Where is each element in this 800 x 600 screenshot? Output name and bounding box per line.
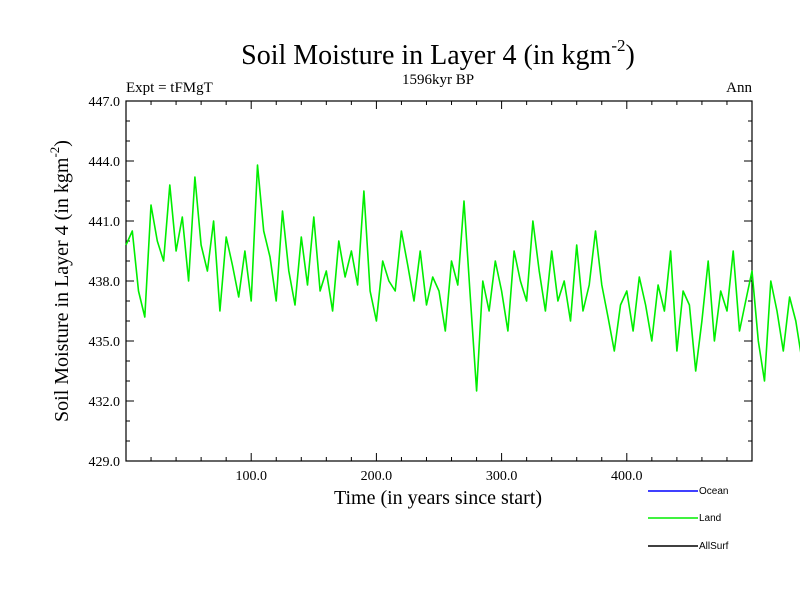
x-tick-label: 300.0 bbox=[486, 469, 518, 484]
chart-title: Soil Moisture in Layer 4 (in kgm-2) bbox=[241, 36, 635, 71]
legend-label-land: Land bbox=[699, 513, 721, 524]
x-tick-label: 400.0 bbox=[611, 469, 643, 484]
y-tick-label: 435.0 bbox=[89, 335, 121, 350]
experiment-label: Expt = tFMgT bbox=[126, 80, 213, 96]
legend: Ocean Land AllSurf bbox=[648, 486, 729, 552]
season-label: Ann bbox=[726, 80, 752, 96]
y-axis-label: Soil Moisture in Layer 4 (in kgm-2) bbox=[47, 140, 73, 422]
y-tick-label: 447.0 bbox=[89, 95, 121, 110]
series-line-land bbox=[125, 164, 800, 392]
legend-label-allsurf: AllSurf bbox=[699, 541, 729, 552]
x-tick-label: 200.0 bbox=[361, 469, 393, 484]
y-tick-label: 441.0 bbox=[89, 215, 121, 230]
y-tick-label: 429.0 bbox=[89, 455, 121, 470]
y-tick-label: 444.0 bbox=[89, 155, 121, 170]
x-axis-label: Time (in years since start) bbox=[334, 487, 542, 509]
plot-frame bbox=[125, 100, 753, 462]
period-label: 1596kyr BP bbox=[402, 72, 474, 88]
y-tick-label: 432.0 bbox=[89, 395, 121, 410]
y-tick-label: 438.0 bbox=[89, 275, 121, 290]
legend-label-ocean: Ocean bbox=[699, 486, 728, 497]
x-tick-label: 100.0 bbox=[235, 469, 267, 484]
